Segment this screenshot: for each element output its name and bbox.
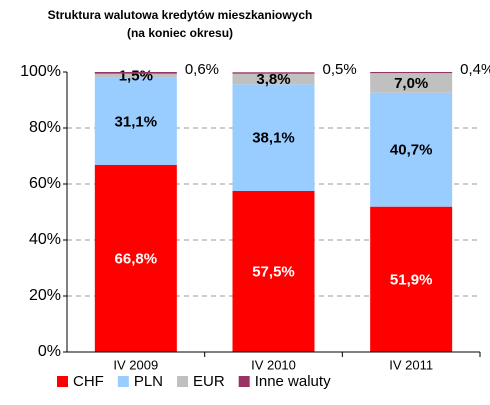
x-tick-label: IV 2009 <box>113 357 158 372</box>
value-label: 0,4% <box>460 61 490 78</box>
legend-label: EUR <box>193 373 225 390</box>
value-label: 40,7% <box>390 142 433 159</box>
value-label: 57,5% <box>252 263 295 280</box>
legend-swatch <box>57 376 68 387</box>
bar-segment <box>232 84 315 191</box>
y-tick-label: 0% <box>38 343 61 360</box>
y-tick-label: 40% <box>29 231 61 248</box>
y-tick-label: 100% <box>20 63 61 80</box>
bar-segment <box>370 92 453 207</box>
bar-segment <box>232 73 315 85</box>
chart-title: Struktura walutowa kredytów mieszkaniowy… <box>48 8 313 22</box>
value-label: 31,1% <box>115 113 158 130</box>
value-label: 38,1% <box>252 130 295 147</box>
y-tick-label: 60% <box>29 175 61 192</box>
value-label: 66,8% <box>115 250 158 267</box>
bar-segment <box>94 73 177 78</box>
legend-swatch <box>117 376 129 387</box>
chart-subtitle: (na koniec okresu) <box>127 26 233 40</box>
value-label: 3,8% <box>256 71 290 88</box>
y-tick-label: 20% <box>29 287 61 304</box>
legend-swatch <box>238 376 250 387</box>
bar-segment <box>232 191 315 352</box>
y-tick-label: 80% <box>29 119 61 136</box>
bar-segment <box>94 164 177 352</box>
legend-label: PLN <box>134 373 163 390</box>
bar-segment <box>94 77 177 165</box>
x-tick-label: IV 2011 <box>389 357 433 372</box>
bar-segment <box>232 72 315 74</box>
x-tick-label: IV 2010 <box>251 357 296 372</box>
legend-label: Inne waluty <box>255 373 331 390</box>
legend-swatch <box>177 376 189 387</box>
value-label: 51,9% <box>390 271 433 288</box>
bar-segment <box>370 73 453 93</box>
legend-label: CHF <box>73 373 104 390</box>
value-label: 0,6% <box>185 61 219 78</box>
bar-segment <box>94 72 177 74</box>
value-label: 0,5% <box>323 61 357 78</box>
bar-segment <box>370 72 453 74</box>
value-label: 7,0% <box>394 75 428 92</box>
value-label: 1,5% <box>119 68 153 85</box>
bar-segment <box>370 206 453 352</box>
